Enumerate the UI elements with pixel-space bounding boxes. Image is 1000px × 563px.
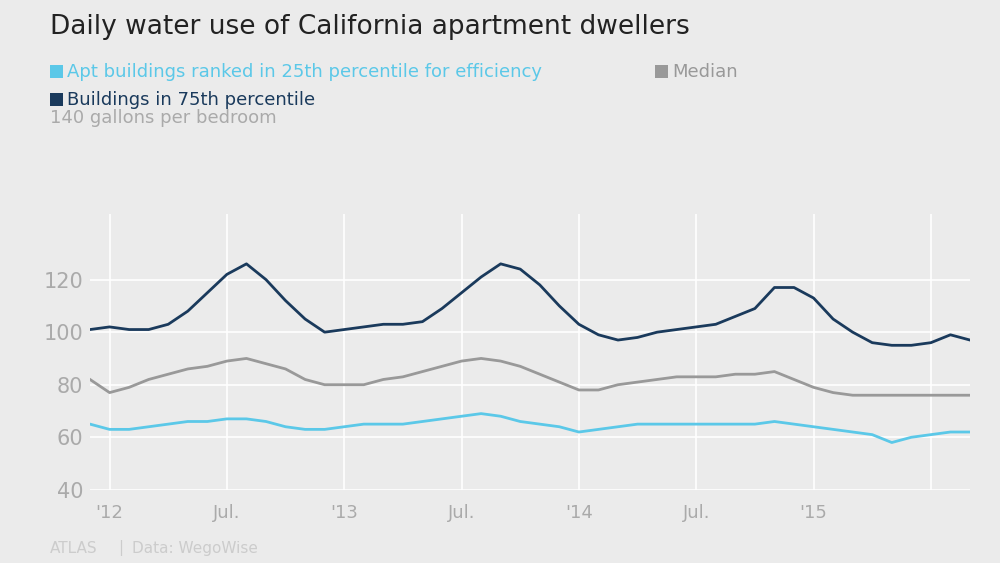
Text: ATLAS: ATLAS: [50, 540, 98, 556]
Text: 140 gallons per bedroom: 140 gallons per bedroom: [50, 109, 277, 127]
Text: Median: Median: [672, 62, 738, 81]
Text: Data: WegoWise: Data: WegoWise: [132, 540, 258, 556]
Text: Apt buildings ranked in 25th percentile for efficiency: Apt buildings ranked in 25th percentile …: [67, 62, 542, 81]
Text: |: |: [118, 540, 123, 556]
Text: Daily water use of California apartment dwellers: Daily water use of California apartment …: [50, 14, 690, 40]
Text: Buildings in 75th percentile: Buildings in 75th percentile: [67, 91, 315, 109]
